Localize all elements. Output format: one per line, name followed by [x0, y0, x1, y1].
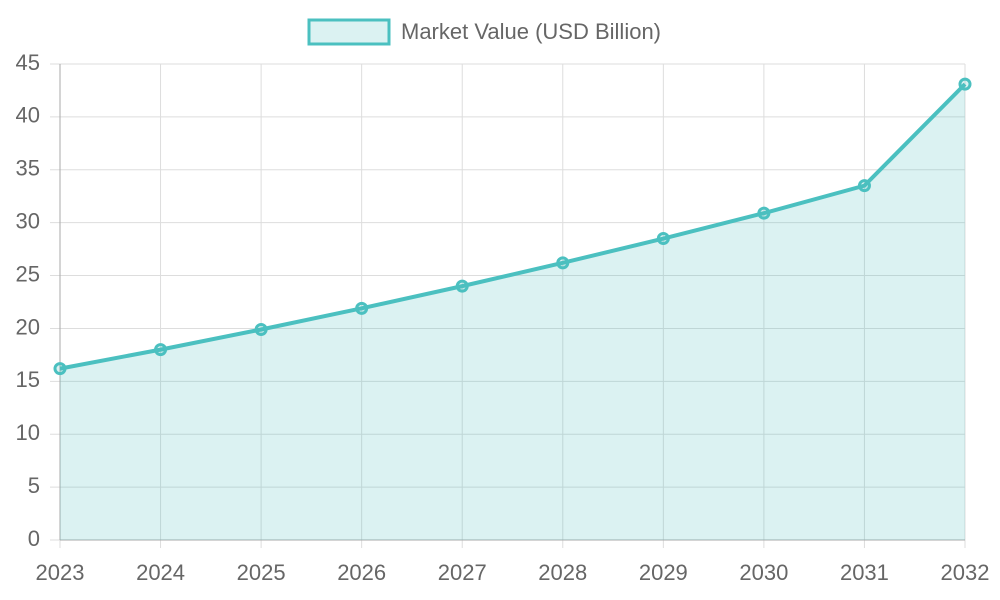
point	[355, 301, 369, 315]
x-tick-label: 2030	[739, 560, 788, 585]
x-tick-label: 2023	[36, 560, 85, 585]
y-tick-label: 20	[16, 314, 40, 339]
point	[254, 323, 268, 337]
point	[455, 279, 469, 293]
legend-label: Market Value (USD Billion)	[401, 19, 661, 44]
point	[958, 77, 972, 91]
x-tick-label: 2027	[438, 560, 487, 585]
y-tick-label: 35	[16, 156, 40, 181]
x-tick-label: 2025	[237, 560, 286, 585]
point	[53, 362, 67, 376]
x-tick-label: 2032	[941, 560, 990, 585]
point	[857, 179, 871, 193]
x-tick-label: 2031	[840, 560, 889, 585]
area	[60, 84, 965, 540]
y-tick-label: 30	[16, 208, 40, 233]
point	[154, 343, 168, 357]
y-tick-label: 45	[16, 50, 40, 75]
y-tick-label: 40	[16, 103, 40, 128]
point	[556, 256, 570, 270]
y-tick-label: 25	[16, 261, 40, 286]
y-tick-label: 0	[28, 526, 40, 551]
x-tick-label: 2029	[639, 560, 688, 585]
y-tick-label: 10	[16, 420, 40, 445]
x-tick-label: 2028	[538, 560, 587, 585]
y-tick-label: 15	[16, 367, 40, 392]
point	[757, 206, 771, 220]
x-tick-label: 2024	[136, 560, 185, 585]
point	[656, 232, 670, 246]
y-tick-label: 5	[28, 473, 40, 498]
line	[59, 82, 967, 371]
legend-swatch	[307, 18, 391, 46]
x-tick-label: 2026	[337, 560, 386, 585]
